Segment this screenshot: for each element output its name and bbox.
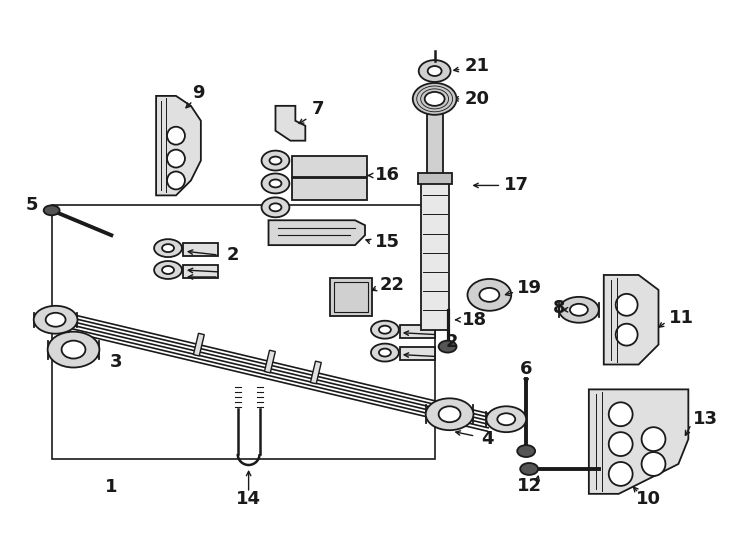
Text: 7: 7 — [312, 100, 324, 118]
Ellipse shape — [413, 83, 457, 115]
Bar — [334, 282, 368, 312]
Text: 18: 18 — [462, 310, 487, 329]
Circle shape — [608, 462, 633, 486]
Ellipse shape — [379, 349, 391, 356]
Bar — [51, 205, 435, 459]
Ellipse shape — [425, 92, 445, 106]
Circle shape — [167, 127, 185, 145]
Ellipse shape — [154, 239, 182, 257]
Text: 11: 11 — [669, 309, 694, 327]
Ellipse shape — [468, 279, 512, 311]
Ellipse shape — [439, 406, 460, 422]
Text: 20: 20 — [465, 90, 490, 108]
Text: 22: 22 — [380, 276, 405, 294]
Bar — [292, 179, 367, 200]
Ellipse shape — [46, 313, 65, 327]
Ellipse shape — [498, 413, 515, 425]
Text: 8: 8 — [553, 299, 566, 317]
Circle shape — [608, 432, 633, 456]
Ellipse shape — [34, 306, 78, 334]
Polygon shape — [269, 220, 365, 245]
Polygon shape — [589, 389, 688, 494]
Text: 1: 1 — [105, 478, 117, 496]
Ellipse shape — [520, 463, 538, 475]
Circle shape — [167, 172, 185, 190]
Ellipse shape — [559, 297, 599, 323]
Bar — [183, 243, 218, 256]
Text: 19: 19 — [517, 279, 542, 297]
Text: 21: 21 — [465, 57, 490, 75]
Bar — [426, 111, 443, 240]
Bar — [330, 278, 372, 316]
Ellipse shape — [371, 343, 399, 361]
Ellipse shape — [487, 406, 526, 432]
Ellipse shape — [261, 151, 289, 171]
Circle shape — [616, 294, 638, 316]
Text: 6: 6 — [520, 361, 532, 379]
Text: 4: 4 — [482, 430, 494, 448]
Text: 17: 17 — [504, 177, 529, 194]
Circle shape — [616, 323, 638, 346]
Bar — [421, 180, 448, 330]
Ellipse shape — [154, 261, 182, 279]
Circle shape — [642, 452, 666, 476]
Ellipse shape — [162, 266, 174, 274]
Ellipse shape — [570, 304, 588, 316]
Circle shape — [608, 402, 633, 426]
Ellipse shape — [162, 244, 174, 252]
Polygon shape — [604, 275, 658, 364]
Text: 3: 3 — [109, 353, 122, 370]
Polygon shape — [194, 333, 204, 356]
Ellipse shape — [269, 157, 281, 165]
Ellipse shape — [418, 60, 451, 82]
Ellipse shape — [269, 179, 281, 187]
Ellipse shape — [379, 326, 391, 334]
Bar — [400, 325, 435, 338]
Text: 10: 10 — [636, 490, 661, 508]
Text: 16: 16 — [375, 166, 400, 185]
Text: 5: 5 — [26, 197, 38, 214]
Ellipse shape — [426, 399, 473, 430]
Text: 9: 9 — [192, 84, 205, 102]
Polygon shape — [275, 106, 305, 140]
Ellipse shape — [43, 205, 59, 215]
Bar — [292, 156, 367, 178]
Polygon shape — [264, 350, 275, 373]
Text: 12: 12 — [517, 477, 542, 495]
Circle shape — [167, 150, 185, 167]
Polygon shape — [310, 361, 321, 384]
Ellipse shape — [479, 288, 499, 302]
Bar — [400, 347, 435, 360]
Circle shape — [642, 427, 666, 451]
Ellipse shape — [62, 341, 85, 359]
Text: 14: 14 — [236, 490, 261, 508]
Ellipse shape — [261, 173, 289, 193]
Text: 2: 2 — [446, 333, 458, 350]
Ellipse shape — [428, 66, 442, 76]
Ellipse shape — [439, 341, 457, 353]
Text: 2: 2 — [227, 246, 239, 264]
Ellipse shape — [517, 445, 535, 457]
Bar — [418, 172, 451, 185]
Text: 13: 13 — [694, 410, 719, 428]
Ellipse shape — [48, 332, 99, 368]
Ellipse shape — [371, 321, 399, 339]
Bar — [183, 265, 218, 278]
Polygon shape — [156, 96, 201, 195]
Text: 15: 15 — [375, 233, 400, 251]
Ellipse shape — [261, 198, 289, 217]
Ellipse shape — [269, 204, 281, 211]
